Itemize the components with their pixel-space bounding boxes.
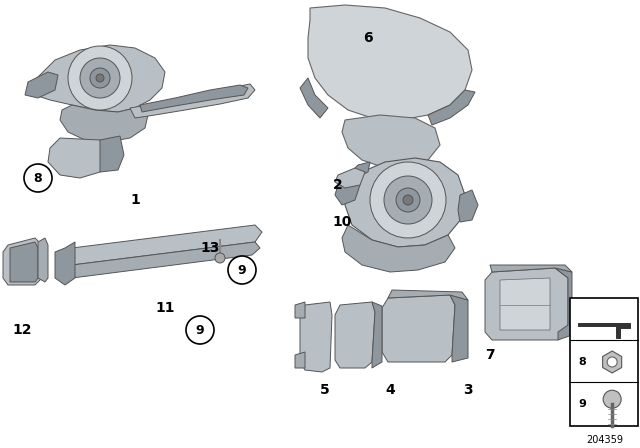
Polygon shape <box>295 352 305 368</box>
Polygon shape <box>130 84 255 118</box>
Text: 1: 1 <box>130 193 140 207</box>
Text: 9: 9 <box>237 263 246 276</box>
Polygon shape <box>428 90 475 125</box>
Text: 2: 2 <box>333 178 343 192</box>
Circle shape <box>215 253 225 263</box>
Text: 6: 6 <box>363 31 373 45</box>
Polygon shape <box>65 242 260 278</box>
Text: 13: 13 <box>200 241 220 255</box>
Circle shape <box>24 164 52 192</box>
Polygon shape <box>140 85 248 112</box>
Polygon shape <box>555 268 572 340</box>
Polygon shape <box>55 242 75 285</box>
Text: 12: 12 <box>12 323 32 337</box>
Text: 8: 8 <box>579 357 586 367</box>
Text: 10: 10 <box>332 215 352 229</box>
Polygon shape <box>388 290 468 300</box>
Circle shape <box>68 46 132 110</box>
Polygon shape <box>500 278 550 330</box>
Polygon shape <box>335 302 375 368</box>
Text: 8: 8 <box>34 172 42 185</box>
Polygon shape <box>342 115 440 168</box>
Polygon shape <box>308 5 472 120</box>
Polygon shape <box>3 238 42 285</box>
Polygon shape <box>335 168 365 188</box>
Circle shape <box>396 188 420 212</box>
Polygon shape <box>60 105 148 142</box>
Polygon shape <box>25 72 58 98</box>
Polygon shape <box>458 190 478 222</box>
Text: 4: 4 <box>385 383 395 397</box>
Polygon shape <box>490 265 572 272</box>
Polygon shape <box>30 45 165 112</box>
Polygon shape <box>450 295 468 362</box>
Circle shape <box>80 58 120 98</box>
Circle shape <box>384 176 432 224</box>
Circle shape <box>228 256 256 284</box>
Text: 9: 9 <box>196 323 204 336</box>
Polygon shape <box>300 302 332 372</box>
Text: 5: 5 <box>320 383 330 397</box>
Polygon shape <box>48 138 105 178</box>
Circle shape <box>96 74 104 82</box>
Circle shape <box>403 195 413 205</box>
Circle shape <box>90 68 110 88</box>
Text: 3: 3 <box>463 383 473 397</box>
Text: 11: 11 <box>156 301 175 315</box>
Polygon shape <box>100 136 124 172</box>
Polygon shape <box>348 162 370 178</box>
Polygon shape <box>10 242 38 282</box>
Polygon shape <box>295 302 305 318</box>
Text: 7: 7 <box>485 348 495 362</box>
Polygon shape <box>335 172 360 205</box>
FancyBboxPatch shape <box>570 298 638 426</box>
Polygon shape <box>603 351 621 373</box>
Polygon shape <box>342 225 455 272</box>
Circle shape <box>186 316 214 344</box>
Circle shape <box>370 162 446 238</box>
Polygon shape <box>578 323 630 339</box>
Polygon shape <box>65 225 262 265</box>
Polygon shape <box>38 238 48 282</box>
Circle shape <box>603 390 621 408</box>
Text: 204359: 204359 <box>586 435 623 445</box>
Text: 9: 9 <box>579 399 586 409</box>
Polygon shape <box>345 158 465 247</box>
Circle shape <box>607 357 617 367</box>
Polygon shape <box>300 78 328 118</box>
Polygon shape <box>382 295 455 362</box>
Polygon shape <box>372 302 382 368</box>
Polygon shape <box>485 268 568 340</box>
